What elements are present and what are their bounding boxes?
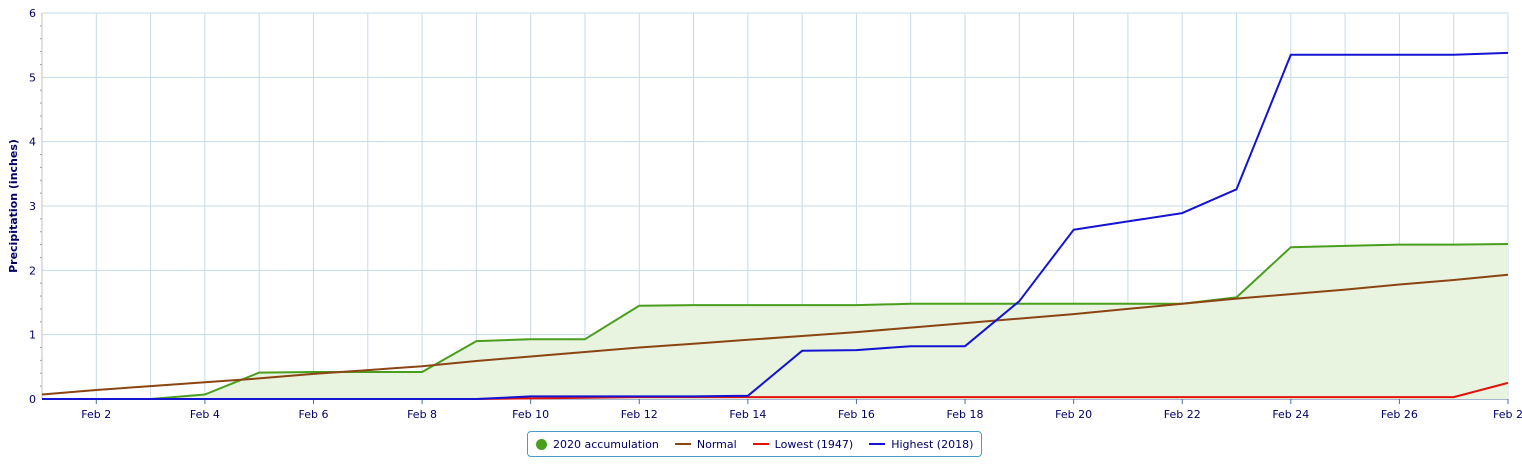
legend-item[interactable]: Normal bbox=[674, 437, 737, 451]
legend-item[interactable]: Lowest (1947) bbox=[752, 437, 854, 451]
x-tick-label: Feb 24 bbox=[1272, 408, 1309, 421]
legend-line-icon bbox=[869, 443, 886, 445]
x-tick-label: Feb 2 bbox=[1493, 408, 1522, 421]
x-tick-label: Feb 10 bbox=[512, 408, 549, 421]
legend-label: Normal bbox=[696, 437, 737, 451]
x-tick-label: Feb 6 bbox=[298, 408, 328, 421]
x-tick-label: Feb 8 bbox=[407, 408, 437, 421]
y-tick-label: 4 bbox=[29, 136, 36, 149]
legend-item[interactable]: Highest (2018) bbox=[869, 438, 973, 451]
series-line-1 bbox=[41, 273, 1509, 396]
y-axis-title: Precipitation (inches) bbox=[7, 139, 20, 273]
x-tick-label: Feb 22 bbox=[1164, 408, 1201, 421]
y-tick-label: 5 bbox=[29, 71, 36, 84]
legend-item[interactable]: 2020 accumulation bbox=[536, 438, 659, 451]
legend-label: Lowest (1947) bbox=[774, 437, 854, 451]
legend-line-icon bbox=[752, 443, 769, 445]
legend-circle-icon bbox=[536, 438, 547, 450]
y-tick-label: 6 bbox=[29, 7, 36, 20]
y-tick-label: 1 bbox=[29, 329, 36, 342]
precipitation-chart: 0 1 2 3 4 5 6 Feb 2 Feb 4 Feb 6 Feb 8 Feb 10 Feb 12 F… bbox=[7, 7, 1522, 421]
x-tick-label: Feb 2 bbox=[81, 408, 111, 421]
x-tick-label: Feb 26 bbox=[1381, 408, 1418, 421]
legend-label: Highest (2018) bbox=[891, 437, 974, 451]
series-area-fill bbox=[42, 244, 1508, 399]
series-line-0 bbox=[42, 243, 1509, 400]
x-tick-label: Feb 20 bbox=[1055, 408, 1092, 421]
x-tick-label: Feb 4 bbox=[190, 408, 220, 421]
series-line-3 bbox=[42, 51, 1509, 400]
y-tick-label: 2 bbox=[29, 264, 36, 277]
y-tick-label: 0 bbox=[29, 393, 36, 406]
legend-label: 2020 accumulation bbox=[553, 437, 659, 451]
chart-legend: 2020 accumulation Normal Lowest (1947) High… bbox=[527, 431, 983, 457]
x-tick-label: Feb 16 bbox=[838, 408, 875, 421]
legend-line-icon bbox=[674, 443, 691, 445]
y-tick-label: 3 bbox=[29, 200, 36, 213]
x-tick-label: Feb 14 bbox=[729, 408, 766, 421]
x-tick-label: Feb 18 bbox=[947, 408, 984, 421]
x-tick-label: Feb 12 bbox=[621, 408, 658, 421]
